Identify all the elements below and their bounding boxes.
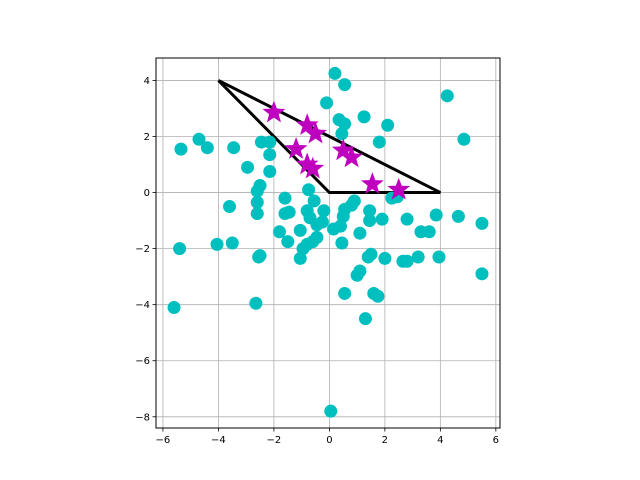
data-point	[338, 117, 352, 131]
data-point	[296, 242, 310, 256]
data-point	[400, 254, 414, 268]
data-point	[335, 236, 349, 250]
data-point	[250, 207, 264, 221]
data-point	[429, 208, 443, 222]
data-point	[353, 226, 367, 240]
data-point	[317, 204, 331, 218]
data-point	[372, 135, 386, 149]
data-point	[345, 198, 359, 212]
data-point	[335, 127, 349, 141]
data-point	[293, 223, 307, 237]
data-point	[350, 268, 364, 282]
data-point	[263, 165, 277, 179]
data-point	[338, 286, 352, 300]
x-tick-label: −4	[211, 435, 226, 446]
star-marker	[387, 177, 411, 200]
data-point	[250, 184, 264, 198]
y-tick-label: −6	[135, 356, 150, 367]
star-marker	[304, 121, 327, 144]
data-point	[278, 191, 292, 205]
x-tick-label: 0	[326, 435, 332, 446]
data-point	[263, 148, 277, 162]
data-point	[363, 214, 377, 228]
x-tick-label: 2	[382, 435, 388, 446]
data-point	[324, 404, 338, 418]
data-point	[336, 209, 350, 223]
axes-frame	[155, 57, 501, 429]
data-point	[357, 110, 371, 124]
data-point	[252, 250, 266, 264]
x-tick-label: −6	[156, 435, 171, 446]
data-point	[440, 89, 454, 103]
data-points	[167, 66, 489, 418]
star-marker	[301, 156, 325, 179]
data-point	[475, 267, 489, 281]
data-point	[250, 195, 264, 209]
data-point	[281, 235, 295, 249]
star-marker	[295, 113, 319, 135]
data-point	[375, 212, 389, 226]
x-tick-label: 4	[437, 435, 443, 446]
data-point	[293, 251, 307, 265]
data-point	[192, 132, 206, 146]
x-tick-label: −2	[267, 435, 282, 446]
data-point	[210, 237, 224, 251]
data-point	[371, 289, 385, 303]
data-point	[241, 160, 255, 174]
data-point	[272, 225, 286, 239]
star-marker	[360, 172, 384, 194]
grid	[156, 58, 500, 428]
data-point	[200, 141, 214, 155]
data-point	[411, 250, 425, 264]
data-point	[302, 183, 316, 197]
x-tick-label: 6	[493, 435, 499, 446]
data-point	[378, 251, 392, 265]
star-marker	[262, 100, 286, 123]
data-point	[475, 216, 489, 230]
data-point	[223, 200, 237, 214]
data-point	[381, 118, 395, 132]
y-tick-label: −4	[135, 300, 150, 311]
data-point	[432, 250, 446, 264]
data-point	[361, 250, 375, 264]
triangle-line	[217, 79, 442, 195]
data-point	[333, 219, 347, 233]
data-point	[363, 204, 377, 218]
y-tick-label: −2	[135, 244, 150, 255]
y-tick-label: 4	[144, 76, 150, 87]
data-point	[225, 236, 239, 250]
data-point	[400, 212, 414, 226]
data-point	[320, 96, 334, 110]
data-point	[173, 242, 187, 256]
star-marker	[331, 138, 355, 161]
y-tick-label: 2	[144, 132, 150, 143]
data-point	[328, 66, 342, 80]
data-point	[174, 142, 188, 156]
y-tick-label: 0	[144, 188, 150, 199]
star-marker	[295, 152, 319, 175]
data-point	[457, 132, 471, 146]
data-point	[278, 207, 292, 221]
y-tick-label: −8	[135, 412, 150, 423]
axis-ticks: −6 −4 −2 0 2 4 6 −8 −6 −4 −2 0 2 4	[135, 76, 499, 446]
data-point	[307, 194, 321, 208]
data-point	[167, 300, 181, 314]
star-marker	[340, 145, 363, 168]
data-point	[338, 78, 352, 92]
star-markers	[262, 100, 411, 200]
data-point	[422, 225, 436, 239]
data-point	[358, 312, 372, 326]
data-point	[249, 296, 263, 310]
data-point	[315, 215, 329, 229]
triangle-outline	[217, 79, 442, 195]
star-marker	[284, 137, 308, 159]
data-point	[451, 209, 465, 223]
data-point	[263, 135, 277, 149]
data-point	[227, 141, 241, 155]
